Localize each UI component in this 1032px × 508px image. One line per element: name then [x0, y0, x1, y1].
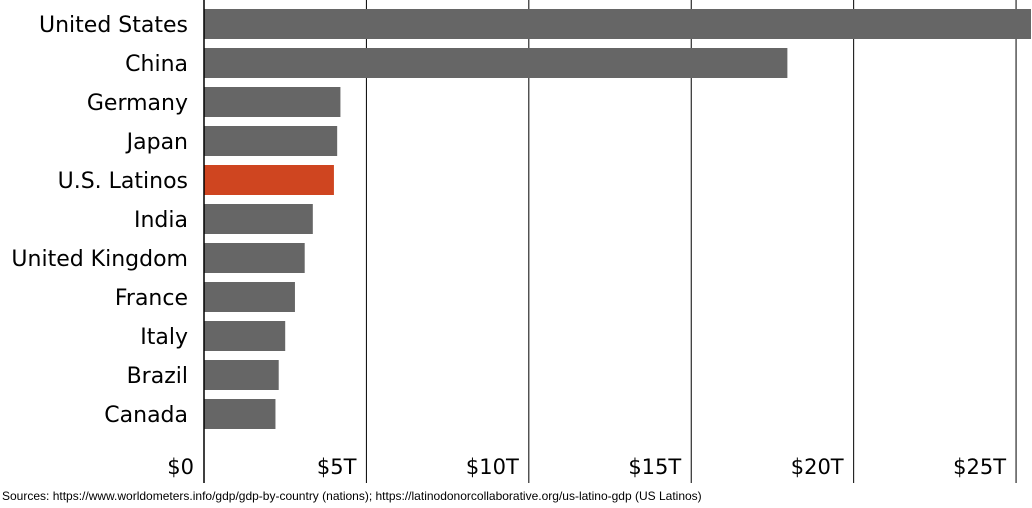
bar — [204, 243, 305, 273]
grid-lines — [365, 0, 1017, 483]
bar — [204, 48, 788, 78]
category-label: Italy — [140, 325, 188, 350]
bar — [204, 399, 276, 429]
category-label: U.S. Latinos — [58, 169, 188, 194]
bar — [204, 87, 341, 117]
bar — [204, 126, 338, 156]
x-tick-label: $5T — [317, 455, 357, 479]
category-label: Japan — [125, 130, 188, 155]
x-tick-label: $20T — [791, 455, 844, 479]
category-label: India — [134, 208, 188, 233]
x-tick-label: $25T — [953, 455, 1006, 479]
bar — [204, 9, 1031, 39]
category-label: Canada — [104, 403, 188, 428]
category-label: United States — [39, 13, 188, 38]
x-axis-ticks: $0 $5T $10T $15T $20T $25T — [167, 455, 1006, 479]
x-tick-label: $10T — [466, 455, 519, 479]
bar — [204, 321, 286, 351]
x-tick-label: $0 — [167, 455, 194, 479]
sources-footnote: Sources: https://www.worldometers.info/g… — [2, 489, 702, 503]
bar — [204, 204, 313, 234]
category-label: Germany — [87, 91, 188, 116]
category-label: China — [125, 52, 188, 77]
bars — [204, 9, 1031, 429]
bar — [204, 282, 295, 312]
category-label: United Kingdom — [11, 247, 188, 272]
category-label: France — [115, 286, 188, 311]
category-label: Brazil — [127, 364, 188, 389]
bar — [204, 360, 279, 390]
bar — [204, 165, 334, 195]
category-labels: United States China Germany Japan U.S. Latin… — [11, 13, 188, 428]
x-tick-label: $15T — [628, 455, 681, 479]
